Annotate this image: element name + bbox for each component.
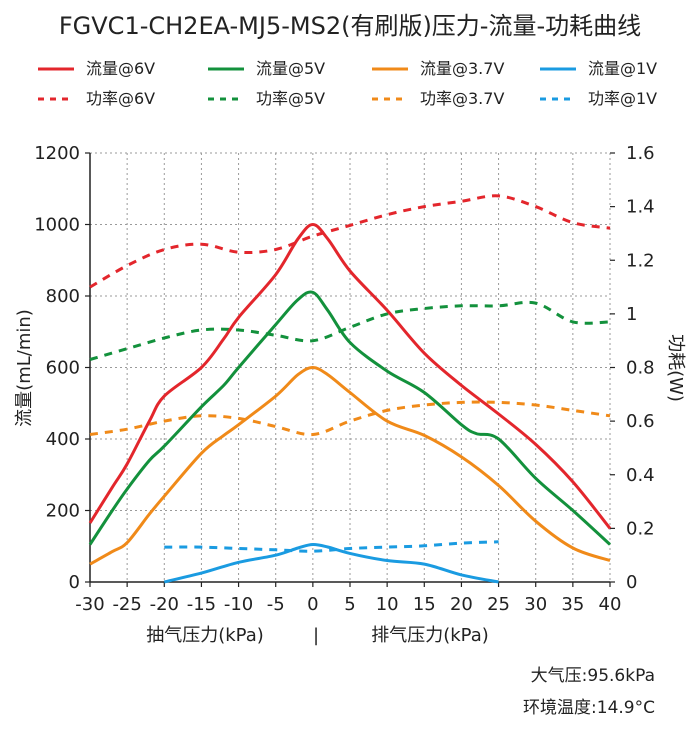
y2-tick-label: 0.2 xyxy=(626,518,655,539)
legend-label: 流量@3.7V xyxy=(420,59,504,78)
chart-title: FGVC1-CH2EA-MJ5-MS2(有刷版)压力-流量-功耗曲线 xyxy=(59,12,641,40)
x-tick-label: 30 xyxy=(524,594,547,615)
x-tick-label: -10 xyxy=(224,594,253,615)
y-axis-title: 流量(mL/min) xyxy=(14,309,35,427)
legend-label: 功率@6V xyxy=(86,89,155,108)
x-tick-label: 5 xyxy=(344,594,355,615)
flow-line-0 xyxy=(88,222,612,530)
x-tick-label: -25 xyxy=(112,594,141,615)
y-tick-label: 200 xyxy=(46,501,80,522)
legend: 流量@6V 流量@5V 流量@3.7V 流量@1V 功率@6V 功率@5V 功率@3.7V 功… xyxy=(38,59,657,108)
x-tick-label: -30 xyxy=(75,594,104,615)
x-tick-label: -15 xyxy=(187,594,216,615)
y2-tick-label: 1 xyxy=(626,304,637,325)
power-line-1 xyxy=(89,300,611,361)
x-axis-title-discharge: 排气压力(kPa) xyxy=(371,625,489,646)
x-tick-label: 0 xyxy=(307,594,318,615)
legend-label: 功率@3.7V xyxy=(420,89,504,108)
atmospheric-pressure-note: 大气压:95.6kPa xyxy=(531,666,655,686)
y2-tick-label: 1.6 xyxy=(626,143,655,164)
x-tick-label: 40 xyxy=(599,594,622,615)
x-tick-label: 35 xyxy=(561,594,584,615)
x-tick-label: -20 xyxy=(150,594,179,615)
y2-tick-label: 0.8 xyxy=(626,358,655,379)
y-tick-label: 600 xyxy=(46,358,80,379)
legend-label: 流量@5V xyxy=(256,59,325,78)
legend-label: 功率@1V xyxy=(588,89,657,108)
ambient-temperature-note: 环境温度:14.9°C xyxy=(523,698,655,718)
y2-tick-label: 1.4 xyxy=(626,197,655,218)
axes: -30 -25 -20 -15 -10 -5 0 5 10 15 20 25 30 35 400200400… xyxy=(34,143,654,615)
x-axis-title-separator: | xyxy=(313,625,319,646)
y2-axis-title: 功耗(W) xyxy=(665,334,686,402)
series-layer xyxy=(88,194,612,584)
flow-line-3 xyxy=(163,542,499,584)
y2-tick-label: 0.4 xyxy=(626,465,655,486)
power-line-3 xyxy=(164,540,499,553)
y2-tick-label: 1.2 xyxy=(626,250,655,271)
y-tick-label: 400 xyxy=(46,429,80,450)
x-tick-label: 20 xyxy=(450,594,473,615)
y-tick-label: 800 xyxy=(46,286,80,307)
x-tick-label: -5 xyxy=(267,594,285,615)
legend-label: 流量@1V xyxy=(588,59,657,78)
power-line-0 xyxy=(89,194,611,289)
x-tick-label: 15 xyxy=(413,594,436,615)
x-tick-label: 10 xyxy=(376,594,399,615)
x-tick-label: 25 xyxy=(487,594,510,615)
y-tick-label: 1000 xyxy=(34,215,80,236)
x-axis-title-suction: 抽气压力(kPa) xyxy=(146,625,264,646)
legend-label: 流量@6V xyxy=(86,59,155,78)
y-tick-label: 0 xyxy=(69,572,80,593)
y2-tick-label: 0.6 xyxy=(626,411,655,432)
y-tick-label: 1200 xyxy=(34,143,80,164)
y2-tick-label: 0 xyxy=(626,572,637,593)
flow-line-2 xyxy=(89,365,611,566)
legend-label: 功率@5V xyxy=(256,89,325,108)
flow-line-1 xyxy=(88,290,612,546)
